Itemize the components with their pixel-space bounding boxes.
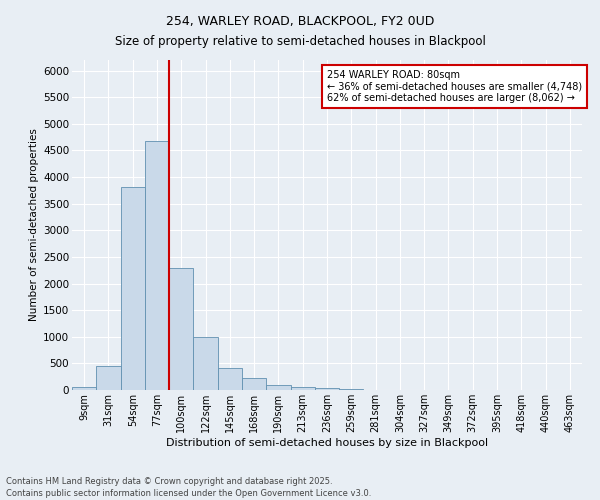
Text: 254, WARLEY ROAD, BLACKPOOL, FY2 0UD: 254, WARLEY ROAD, BLACKPOOL, FY2 0UD: [166, 15, 434, 28]
Bar: [266, 384, 290, 390]
Bar: [193, 337, 218, 390]
Y-axis label: Number of semi-detached properties: Number of semi-detached properties: [29, 128, 39, 322]
Bar: [96, 366, 121, 390]
Bar: [315, 388, 339, 390]
Bar: [290, 387, 315, 390]
Bar: [72, 388, 96, 390]
X-axis label: Distribution of semi-detached houses by size in Blackpool: Distribution of semi-detached houses by …: [166, 438, 488, 448]
Bar: [218, 368, 242, 390]
Text: 254 WARLEY ROAD: 80sqm
← 36% of semi-detached houses are smaller (4,748)
62% of : 254 WARLEY ROAD: 80sqm ← 36% of semi-det…: [327, 70, 582, 103]
Bar: [169, 268, 193, 390]
Text: Contains HM Land Registry data © Crown copyright and database right 2025.
Contai: Contains HM Land Registry data © Crown c…: [6, 476, 371, 498]
Bar: [145, 141, 169, 390]
Bar: [242, 378, 266, 390]
Bar: [121, 186, 145, 390]
Text: Size of property relative to semi-detached houses in Blackpool: Size of property relative to semi-detach…: [115, 35, 485, 48]
